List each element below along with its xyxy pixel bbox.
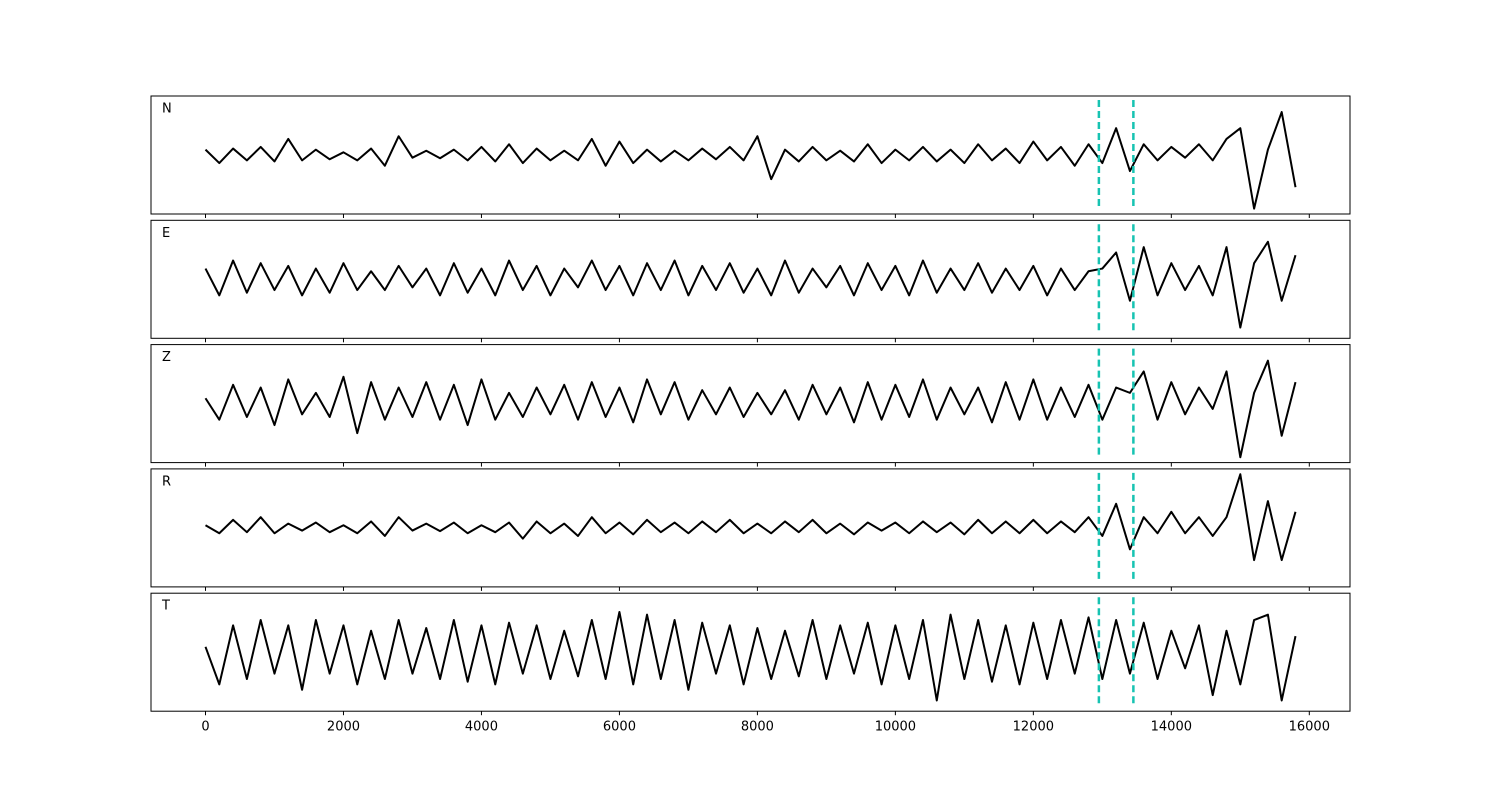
x-tick-label: 14000 xyxy=(1151,720,1192,735)
panel-frame xyxy=(150,468,1351,588)
x-tick-label: 10000 xyxy=(875,720,916,735)
panel-label: T xyxy=(161,599,170,614)
trace xyxy=(204,359,1297,459)
panel-label: N xyxy=(162,102,172,117)
panel-frame xyxy=(150,592,1351,712)
panel-label: R xyxy=(162,474,171,489)
x-tick-label: 8000 xyxy=(741,720,774,735)
trace xyxy=(204,473,1297,562)
x-tick-label: 4000 xyxy=(465,720,498,735)
x-tick-label: 12000 xyxy=(1013,720,1054,735)
x-tick-label: 6000 xyxy=(603,720,636,735)
panel-label: E xyxy=(162,226,170,241)
panel-frame xyxy=(150,95,1351,215)
x-tick-label: 16000 xyxy=(1289,720,1330,735)
panel-label: Z xyxy=(162,350,171,365)
trace xyxy=(204,111,1297,210)
panel-frame xyxy=(150,219,1351,339)
x-tick-label: 2000 xyxy=(327,720,360,735)
x-tick-label: 0 xyxy=(201,720,209,735)
trace xyxy=(204,240,1297,329)
panel-frame xyxy=(150,344,1351,464)
trace xyxy=(204,610,1297,702)
